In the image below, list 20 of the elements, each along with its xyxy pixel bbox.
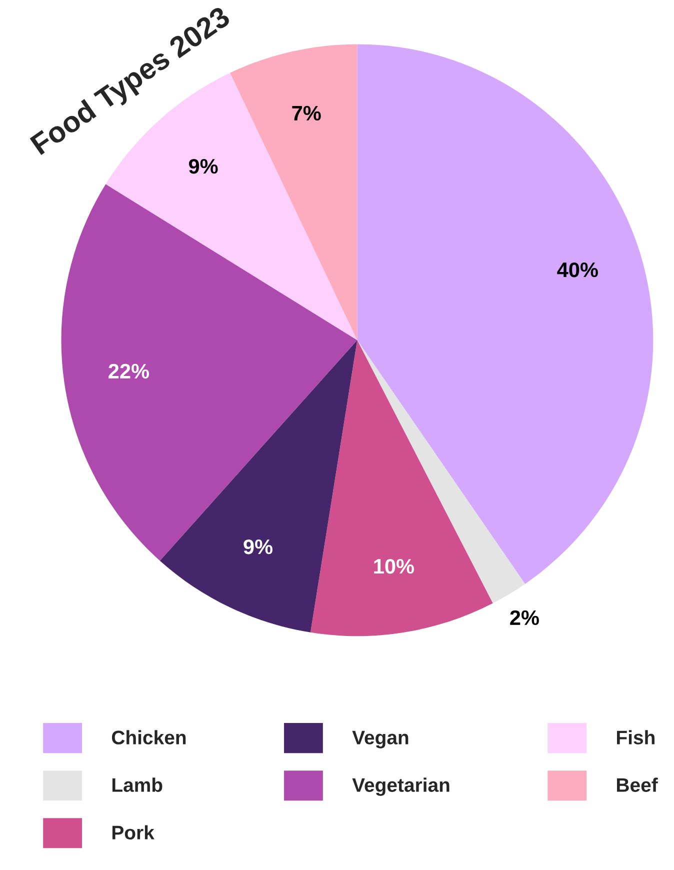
data-label: 9%	[188, 158, 218, 174]
legend-label: Chicken	[112, 730, 186, 744]
data-label: 9%	[244, 539, 273, 554]
legend-label: Lamb	[112, 778, 162, 792]
data-label: 10%	[374, 558, 414, 574]
pie-slice	[230, 44, 358, 340]
pie-slice	[310, 340, 493, 636]
pie-slice	[61, 184, 358, 561]
legend-label: Fish	[617, 730, 654, 744]
legend-label: Pork	[112, 825, 154, 840]
data-label: 7%	[292, 106, 321, 121]
data-label: 22%	[108, 364, 150, 379]
pie-slice	[357, 340, 526, 604]
data-label: 2%	[510, 610, 539, 626]
legend-label: Vegetarian	[352, 778, 450, 796]
pie-slice	[357, 44, 654, 584]
legend-label: Beef	[617, 778, 658, 792]
data-label: 40%	[557, 262, 598, 278]
legend-label: Vegan	[352, 730, 408, 748]
pie-slice	[160, 340, 358, 632]
